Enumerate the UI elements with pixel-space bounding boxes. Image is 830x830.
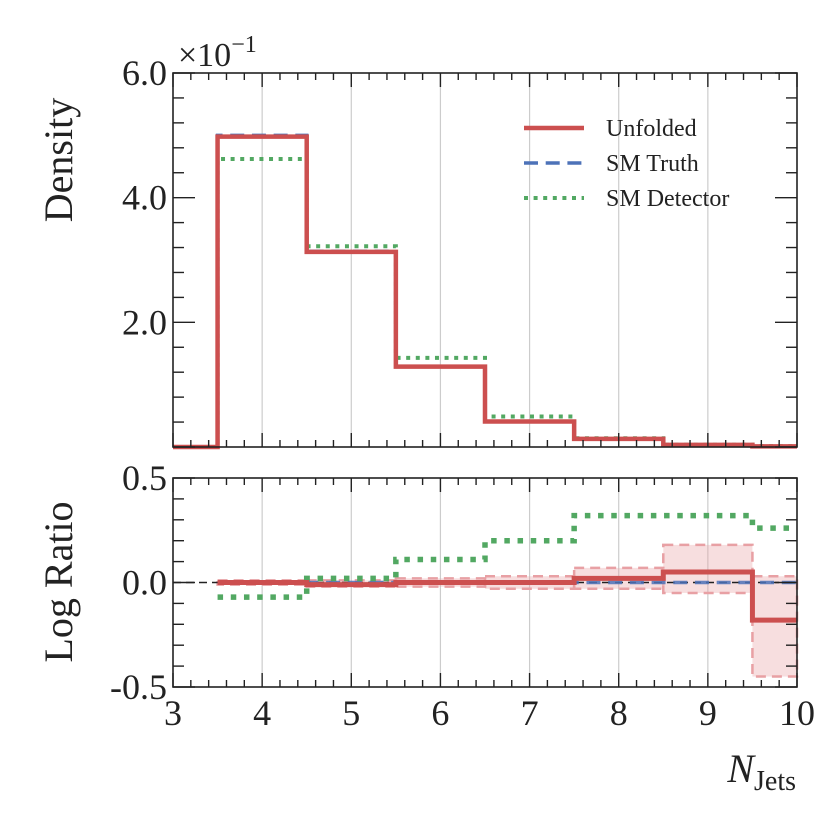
top-frame [172, 72, 798, 448]
multiplier-exponent: −1 [231, 32, 257, 58]
bottom-ytick-label: 0.0 [122, 563, 167, 603]
multiplier-base: ×10 [178, 37, 231, 74]
bottom-series [173, 512, 797, 623]
x-tick-label: 3 [164, 693, 182, 733]
log-ratio-panel: -0.5 0.0 0.5 3 4 5 6 7 8 9 10 Log Ratio NJets [36, 458, 815, 797]
x-tick-label: 6 [431, 693, 449, 733]
multiplier-label: ×10−1 [178, 32, 257, 74]
top-ticks [172, 72, 798, 448]
bottom-ytick-label: -0.5 [110, 667, 167, 707]
ratio-series-detector [217, 512, 797, 600]
x-tick-label: 5 [342, 693, 360, 733]
density-ylabel: Density [36, 98, 81, 222]
density-series-unfolded [173, 134, 797, 450]
x-tick-label: 9 [699, 693, 717, 733]
top-ytick-label: 2.0 [122, 302, 167, 342]
uncertainty-band-bin [662, 543, 754, 595]
x-axis-label-main: N [726, 746, 756, 791]
bottom-ytick-label: 0.5 [122, 458, 167, 498]
top-grid [261, 73, 709, 447]
bottom-frame [172, 477, 798, 688]
legend-label-unfolded: Unfolded [606, 116, 697, 142]
legend-label-detector: SM Detector [606, 186, 729, 212]
legend: Unfolded SM Truth SM Detector [524, 116, 729, 212]
bottom-ytick-labels: -0.5 0.0 0.5 [110, 458, 167, 707]
x-axis-label-subscript: Jets [754, 766, 796, 797]
x-axis-label: NJets [726, 746, 796, 797]
x-tick-label: 4 [253, 693, 271, 733]
top-ytick-label: 4.0 [122, 178, 167, 218]
top-series [173, 133, 797, 450]
legend-label-truth: SM Truth [606, 151, 699, 177]
x-tick-label: 7 [521, 693, 539, 733]
bottom-xtick-labels: 3 4 5 6 7 8 9 10 [164, 693, 815, 733]
density-panel: 2.0 4.0 6.0 Density ×10−1 Unfolded SM Truth… [36, 32, 798, 450]
log-ratio-ylabel: Log Ratio [36, 501, 81, 662]
uncertainty-band [216, 543, 799, 678]
top-ytick-labels: 2.0 4.0 6.0 [122, 53, 167, 342]
top-ytick-label: 6.0 [122, 53, 167, 93]
ratio-series-unfolded [217, 569, 797, 623]
x-tick-label: 8 [610, 693, 628, 733]
x-tick-label: 10 [779, 693, 815, 733]
uncertainty-band-bin [751, 574, 799, 678]
